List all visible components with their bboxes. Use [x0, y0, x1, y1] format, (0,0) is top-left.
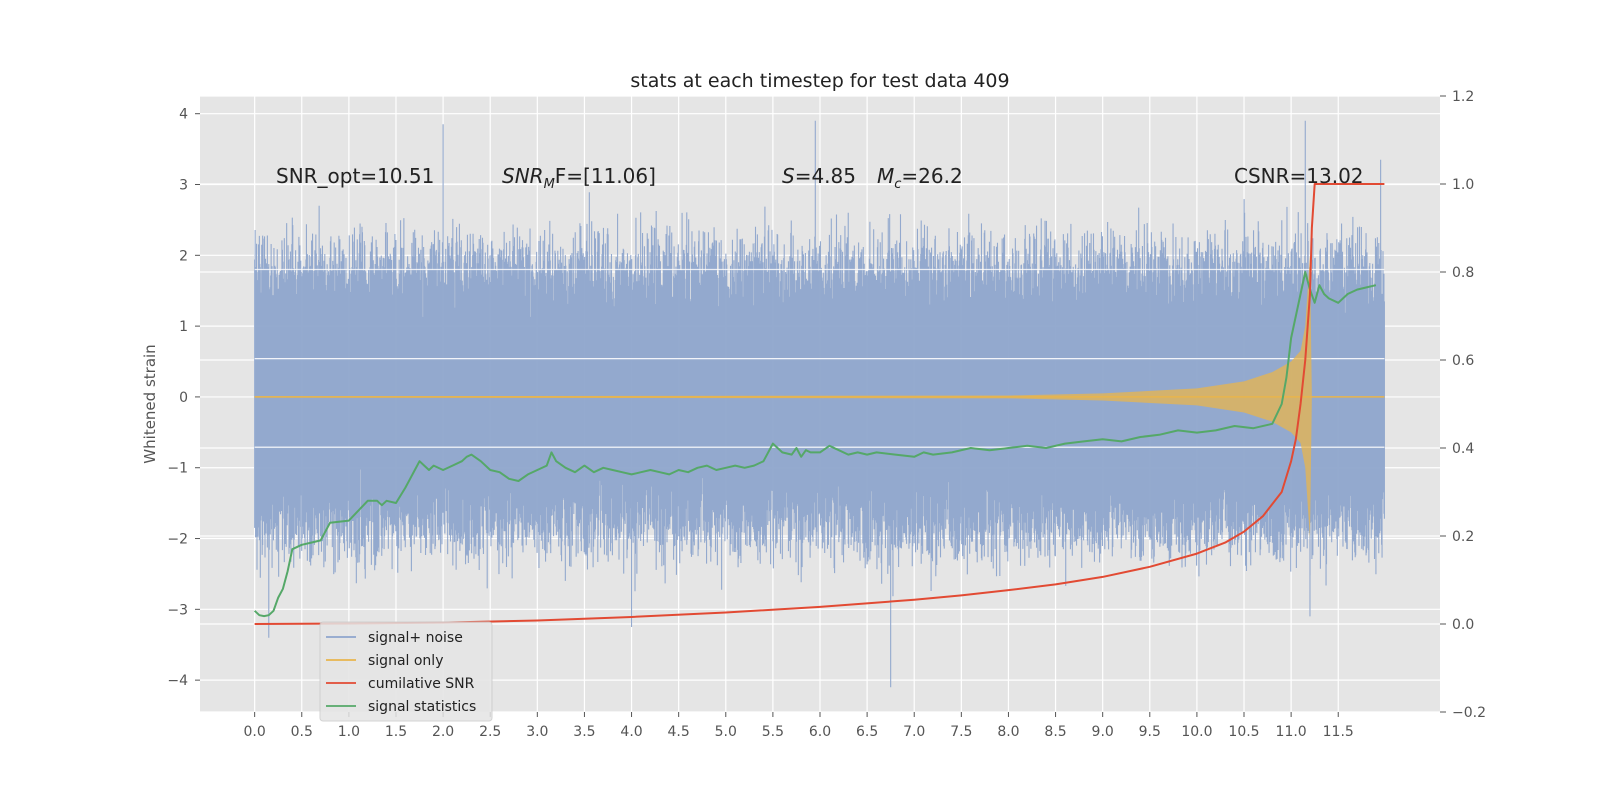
x-tick-label: 8.0	[997, 724, 1019, 740]
x-tick-label: 6.5	[856, 724, 878, 740]
cumilative-snr-line	[254, 183, 1385, 625]
x-tick-label: 5.5	[762, 724, 784, 740]
x-tick-label: 1.0	[338, 724, 360, 740]
annotations: SNR_opt=10.51 SNRMF=[11.06] S=4.85 Mc=26…	[276, 164, 1364, 192]
x-tick-label: 5.0	[715, 724, 737, 740]
legend: signal+ noise signal only cumilative SNR si…	[319, 621, 493, 722]
x-tick-label: 1.5	[385, 724, 407, 740]
legend-label: signal only	[368, 653, 443, 669]
x-tick-label: 9.0	[1092, 724, 1114, 740]
y2-tick-label: 0.2	[1452, 529, 1474, 545]
y2-tick-label: 0.6	[1452, 353, 1474, 369]
annotation-snr-mf: SNRMF=[11.06]	[502, 164, 656, 192]
y2-tick-label: 0.4	[1452, 441, 1474, 457]
series-signal-only	[254, 255, 1385, 539]
y2-tick-label: 1.2	[1452, 89, 1474, 105]
y2-tick-label: −0.2	[1452, 705, 1486, 721]
y-tick-label: 4	[179, 107, 188, 123]
y2-tick-label: 0.8	[1452, 265, 1474, 281]
y2-tick-label: 1.0	[1452, 177, 1474, 193]
x-tick-label: 3.0	[526, 724, 548, 740]
y-tick-label: −2	[167, 532, 188, 548]
x-tick-label: 7.0	[903, 724, 925, 740]
y-tick-label: 3	[179, 178, 188, 194]
legend-label: cumilative SNR	[368, 676, 475, 692]
x-tick-label: 11.0	[1276, 724, 1307, 740]
y-tick-label: 0	[179, 390, 188, 406]
annotation-csnr: CSNR=13.02	[1234, 164, 1364, 188]
x-tick-label: 2.0	[432, 724, 454, 740]
x-tick-label: 10.5	[1228, 724, 1259, 740]
x-tick-label: 6.0	[809, 724, 831, 740]
annotation-mc: Mc=26.2	[877, 164, 963, 192]
y-tick-label: −4	[167, 673, 188, 689]
series-lines	[253, 183, 1385, 625]
legend-label: signal+ noise	[368, 630, 463, 646]
y-axis-label: Whitened strain	[141, 344, 159, 463]
x-tick-label: 4.0	[620, 724, 642, 740]
x-tick-label: 10.0	[1181, 724, 1212, 740]
x-tick-label: 4.5	[668, 724, 690, 740]
x-tick-label: 3.5	[573, 724, 595, 740]
x-tick-label: 8.5	[1044, 724, 1066, 740]
y-tick-label: 2	[179, 248, 188, 264]
signal-statistics-line	[253, 271, 1377, 618]
x-tick-label: 0.0	[244, 724, 266, 740]
legend-box	[319, 621, 493, 722]
x-tick-label: 2.5	[479, 724, 501, 740]
y-tick-label: −3	[167, 602, 188, 618]
x-tick-label: 9.5	[1139, 724, 1161, 740]
y-tick-label: 1	[179, 319, 188, 335]
annotation-s: S=4.85	[782, 164, 856, 188]
x-tick-label: 7.5	[950, 724, 972, 740]
y-tick-label: −1	[167, 461, 188, 477]
legend-label: signal statistics	[368, 699, 476, 715]
axes: 0.0 0.5 1.0 1.5 2.0 2.5 3.0 3.5 4.0 4.5 5.0 5.5 6.0 6…	[167, 89, 1486, 740]
y2-tick-label: 0.0	[1452, 617, 1474, 633]
annotation-snr-opt: SNR_opt=10.51	[276, 164, 434, 188]
x-tick-label: 11.5	[1323, 724, 1354, 740]
chart-title: stats at each timestep for test data 409	[630, 70, 1009, 92]
x-tick-label: 0.5	[291, 724, 313, 740]
